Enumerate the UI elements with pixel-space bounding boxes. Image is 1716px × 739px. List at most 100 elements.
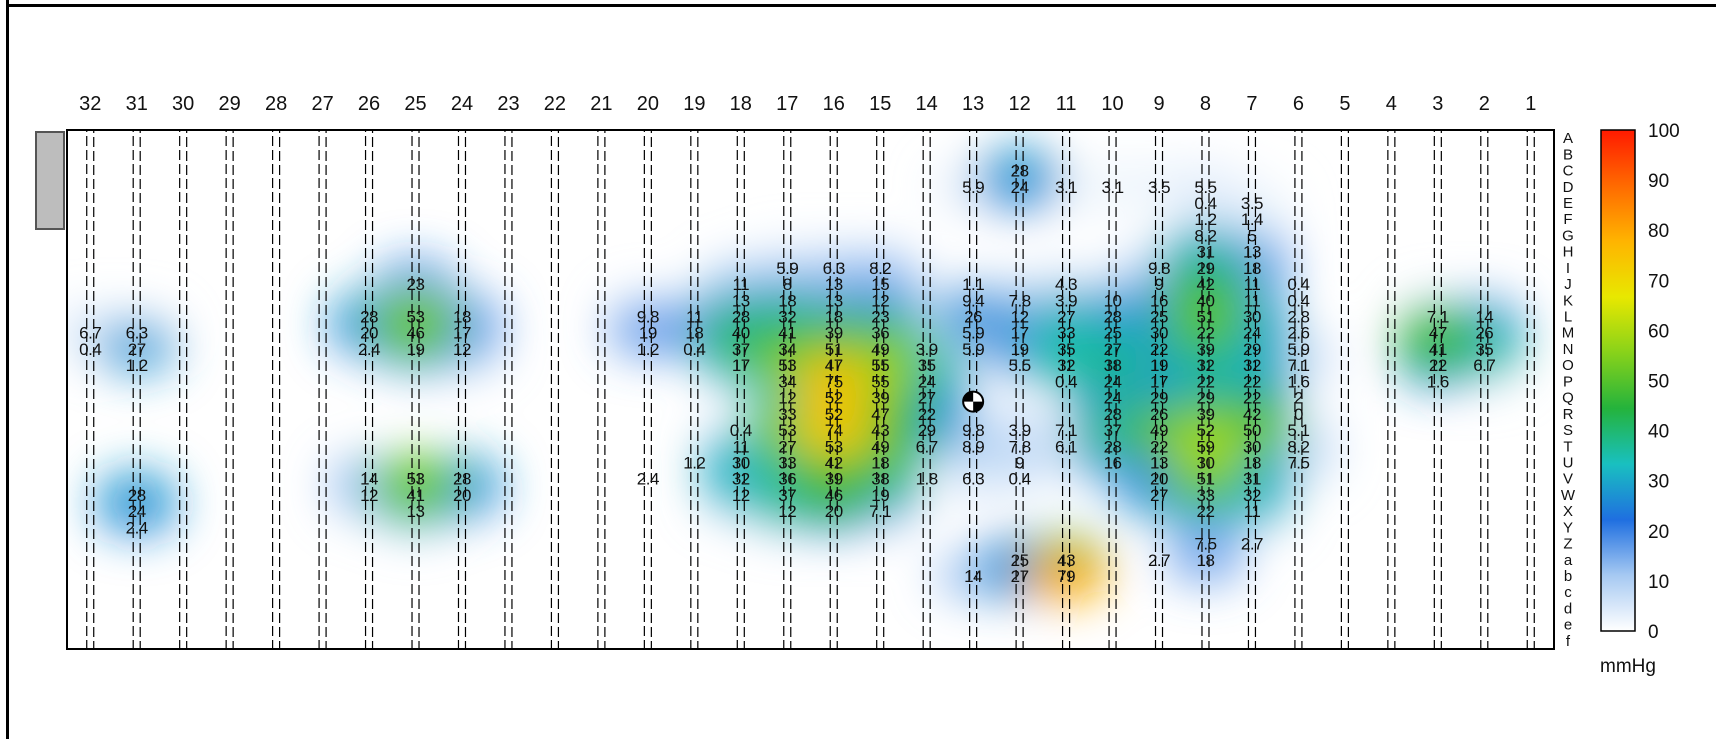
sensor-column-strip (411, 129, 420, 650)
column-label: 26 (358, 93, 380, 115)
cell-value: 52 (825, 405, 843, 424)
cell-value: 12 (778, 389, 796, 408)
column-label: 2 (1479, 93, 1490, 115)
cell-value: 32 (1243, 356, 1261, 375)
cell-value: 12 (871, 291, 889, 310)
cell-value: 55 (871, 356, 889, 375)
cell-value: 52 (1197, 421, 1215, 440)
heat-blob (606, 306, 690, 359)
cell-value: 27 (128, 340, 146, 359)
cell-value: 53 (407, 308, 425, 327)
cell-value: 32 (1243, 486, 1261, 505)
cell-value: 35 (1475, 340, 1493, 359)
cell-value: 14 (964, 567, 982, 586)
cell-value: 22 (1243, 372, 1261, 391)
cell-value: 41 (407, 486, 425, 505)
cell-value: 19 (407, 340, 425, 359)
cell-value: 7.1 (1287, 356, 1309, 375)
cell-value: 2.4 (637, 470, 659, 489)
cell-value: 23 (871, 308, 889, 327)
cell-value: 22 (1150, 340, 1168, 359)
column-label: 16 (823, 93, 845, 115)
cell-value: 2.8 (1287, 308, 1309, 327)
cell-value: 22 (1150, 437, 1168, 456)
cell-value: 3.9 (1055, 291, 1077, 310)
heat-blob (1024, 550, 1108, 602)
cell-value: 20 (1150, 470, 1168, 489)
column-label: 24 (451, 93, 473, 115)
cell-value: 0.4 (1194, 194, 1216, 213)
row-label: V (1563, 471, 1573, 488)
row-label: K (1563, 292, 1573, 309)
column-label: 10 (1101, 93, 1123, 115)
color-scale-tick-label: 70 (1648, 271, 1669, 292)
cell-value: 23 (407, 275, 425, 294)
column-labels: 32 31 30 29 28 27 26 25 24 23 22 21 20 19 18 17 16 15 14 13… (79, 93, 1536, 115)
cell-value: 12 (360, 486, 378, 505)
cell-value: 11 (686, 308, 703, 327)
cell-value: 0.4 (1055, 372, 1077, 391)
cell-value: 49 (1150, 421, 1168, 440)
cell-value: 1.2 (683, 453, 705, 472)
cell-value: 31 (1197, 243, 1215, 262)
row-label: c (1564, 584, 1572, 601)
cell-value: 5.9 (962, 340, 984, 359)
cell-value: 2.4 (358, 340, 380, 359)
cell-value: 13 (407, 502, 425, 521)
cell-value: 1.2 (1194, 210, 1216, 229)
cell-value: 11 (1244, 291, 1261, 310)
row-label: I (1566, 260, 1570, 277)
cell-value: 33 (778, 453, 796, 472)
cell-value: 34 (778, 372, 796, 391)
cell-value: 74 (825, 421, 843, 440)
column-label: 15 (869, 93, 891, 115)
cell-value: 2 (1294, 389, 1303, 408)
cell-value: 47 (825, 356, 843, 375)
cell-value: 39 (871, 389, 889, 408)
cell-value: 6.3 (126, 324, 148, 343)
cell-value: 49 (871, 437, 889, 456)
row-label: D (1563, 179, 1574, 196)
cell-value: 35 (918, 356, 936, 375)
cell-value: 7.8 (1009, 437, 1031, 456)
cell-value: 40 (732, 324, 750, 343)
cell-value: 38 (871, 470, 889, 489)
window-border-top (6, 4, 1716, 7)
cell-value: 7.1 (1055, 421, 1077, 440)
cell-value: 14 (1475, 308, 1493, 327)
row-label: Q (1562, 390, 1574, 407)
column-label: 29 (219, 93, 241, 115)
row-label: S (1563, 422, 1573, 439)
cell-value: 33 (778, 405, 796, 424)
cell-value: 19 (1011, 340, 1029, 359)
cell-value: 8.9 (962, 437, 984, 456)
cell-value: 16 (1104, 453, 1122, 472)
heat-blob (1163, 290, 1248, 343)
sensor-column-strip (597, 129, 606, 650)
cell-value: 50 (1243, 421, 1261, 440)
center-of-pressure-marker (962, 390, 985, 413)
column-label: 27 (311, 93, 333, 115)
color-scale-unit: mmHg (1600, 656, 1656, 677)
cell-value: 47 (871, 405, 889, 424)
cell-value: 29 (1197, 259, 1215, 278)
column-label: 1 (1525, 93, 1536, 115)
cell-value: 5.9 (776, 259, 798, 278)
cell-value: 30 (732, 453, 750, 472)
heat-blob (1070, 339, 1155, 392)
cell-value: 13 (825, 275, 843, 294)
cell-value: 22 (1197, 324, 1215, 343)
scroll-handle[interactable] (35, 131, 65, 230)
cell-value: 18 (1243, 259, 1261, 278)
cell-value: 19 (1150, 356, 1168, 375)
row-label: e (1564, 617, 1572, 634)
cell-value: 29 (1150, 389, 1168, 408)
cell-value: 29 (1197, 389, 1215, 408)
cell-value: 55 (871, 372, 889, 391)
cell-value: 22 (1197, 502, 1215, 521)
cell-value: 22 (1243, 389, 1261, 408)
sensor-column-strip (225, 129, 234, 650)
column-label: 23 (497, 93, 519, 115)
row-label: F (1563, 211, 1572, 228)
